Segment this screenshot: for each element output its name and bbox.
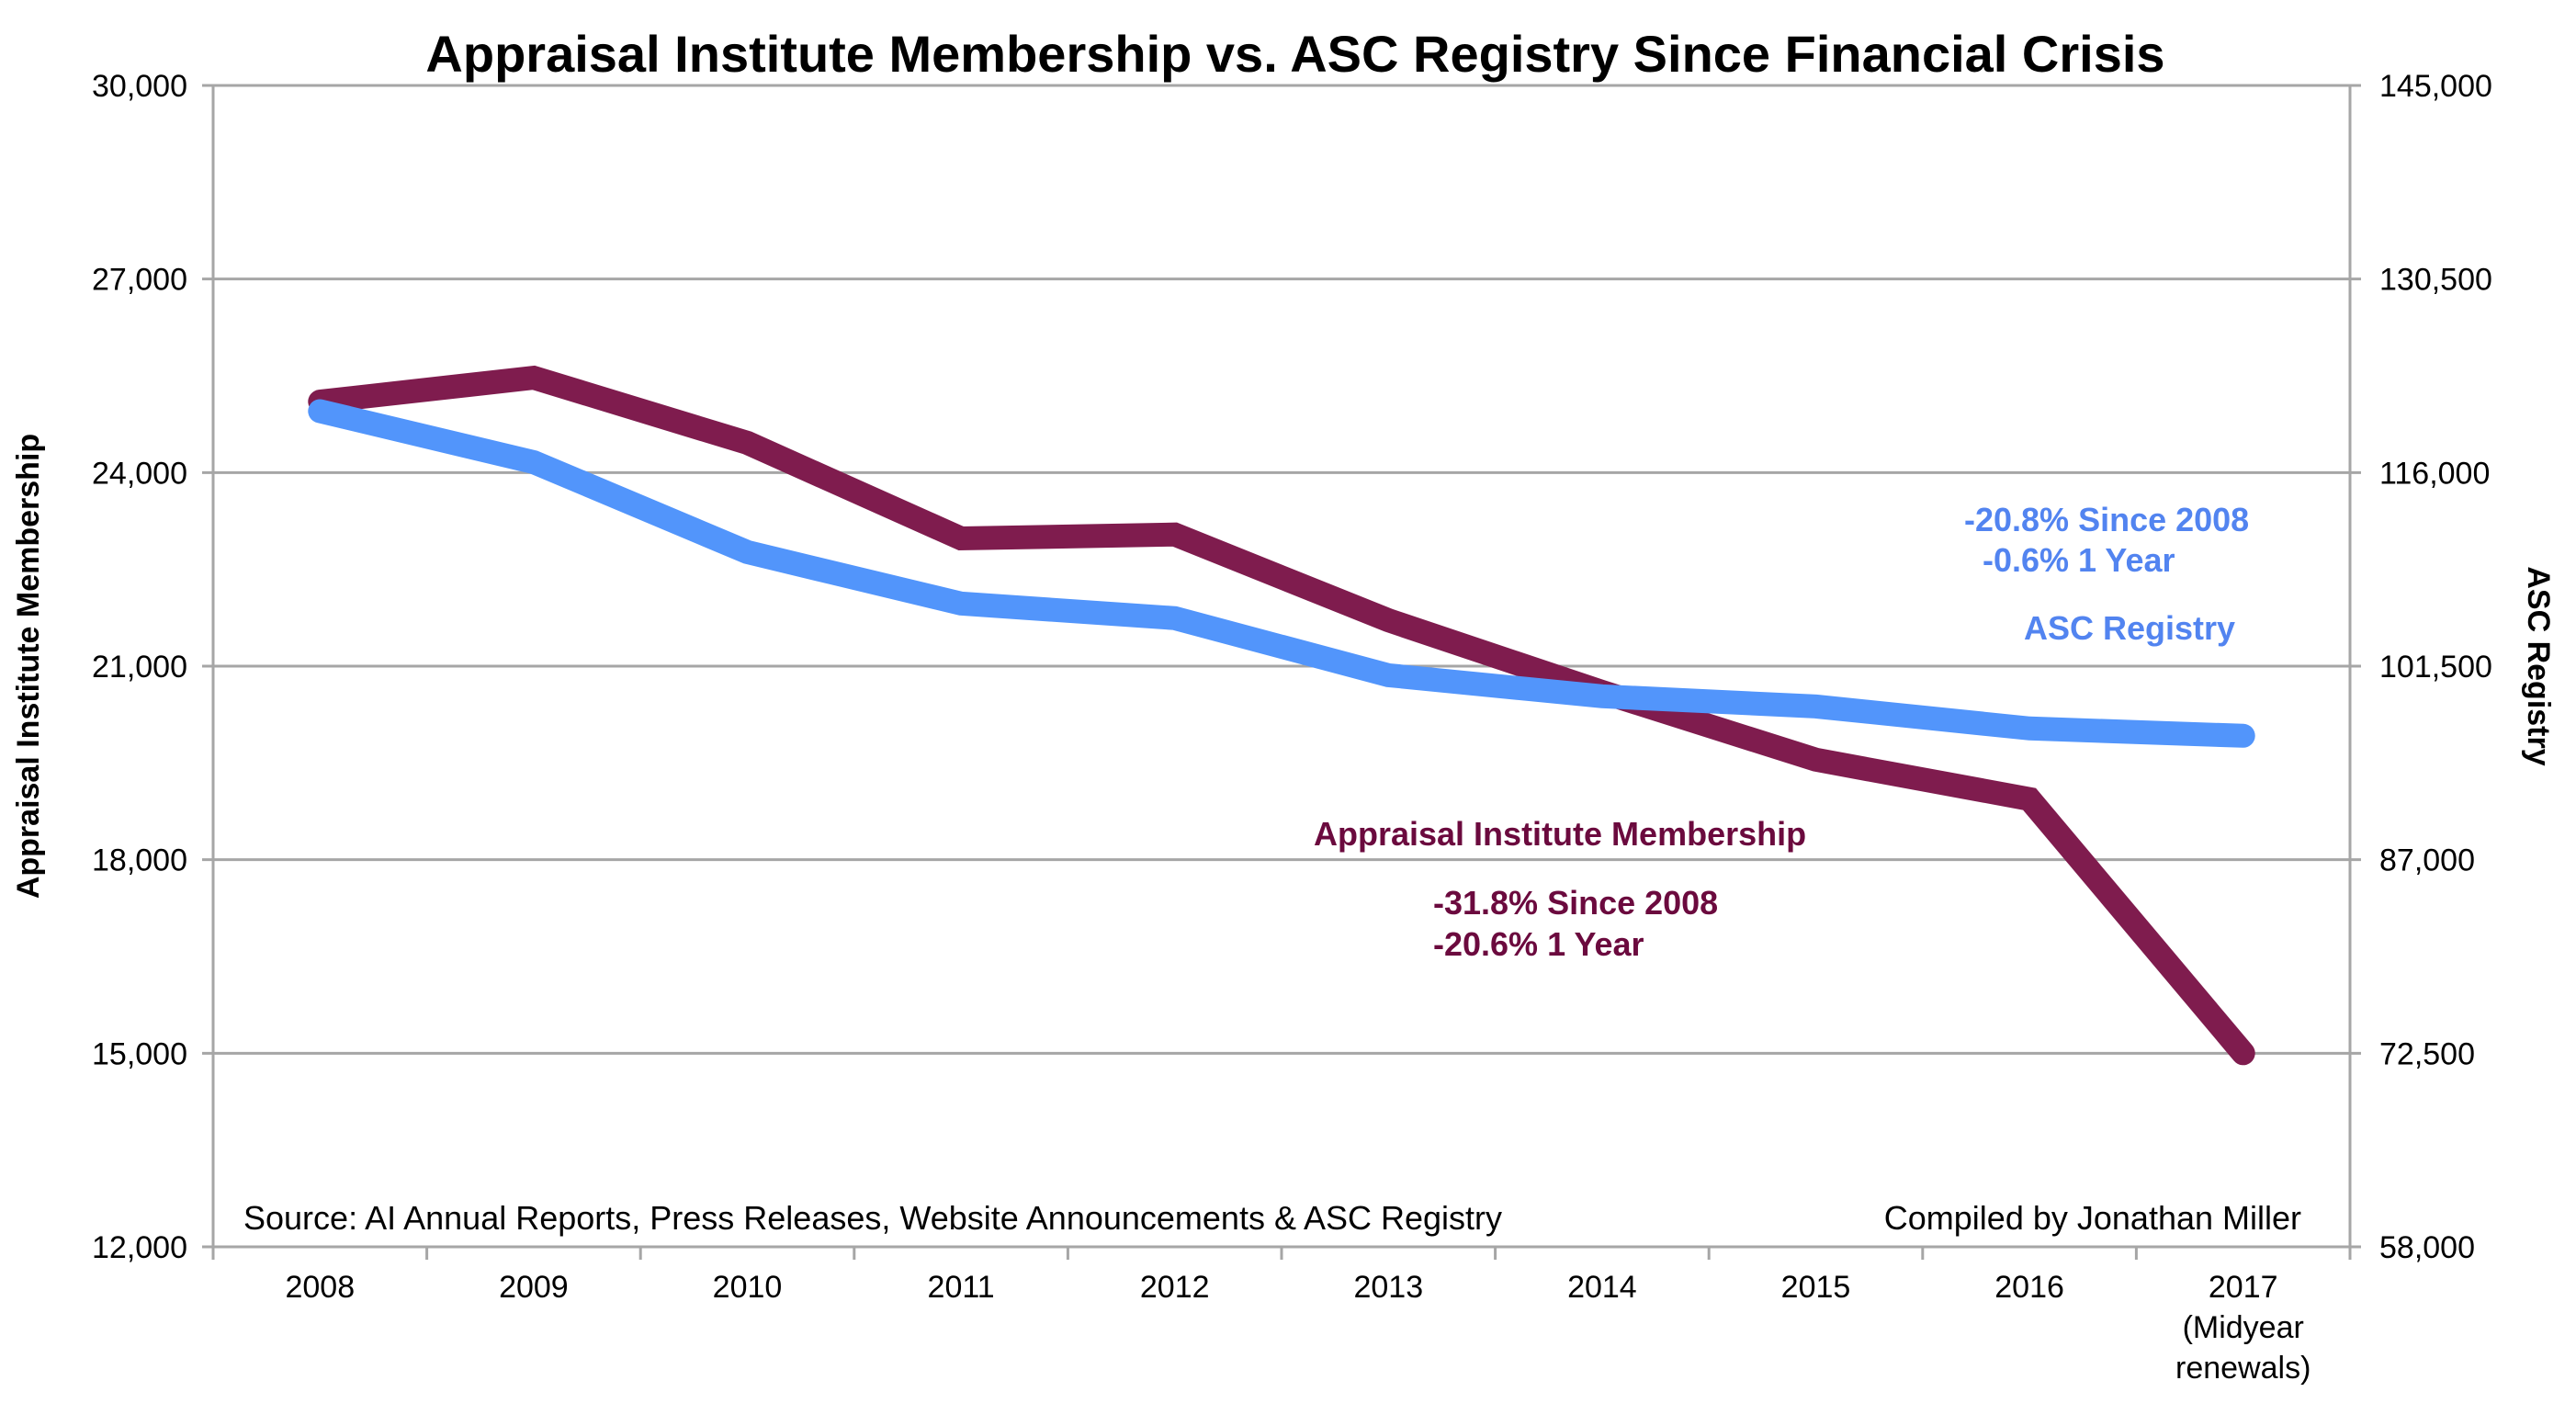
x-tick-label: 2017 (Midyear renewals)	[2175, 1270, 2310, 1386]
y-tick-label-left: 15,000	[92, 1036, 187, 1071]
y-tick-label-right: 116,000	[2379, 456, 2490, 491]
y-tick-label-right: 101,500	[2379, 650, 2492, 685]
y-tick-label-right: 130,500	[2379, 263, 2492, 298]
credit-note: Compiled by Jonathan Miller	[1884, 1199, 2301, 1237]
axes	[202, 85, 2361, 1260]
x-tick-label: 2014	[1567, 1270, 1637, 1305]
asc-annotation: -20.8% Since 2008 -0.6% 1 Year ASC Regis…	[1964, 501, 2249, 647]
y-tick-label-left: 24,000	[92, 456, 187, 491]
y-tick-label-right: 87,000	[2379, 843, 2475, 878]
x-tick-label: 2016	[1994, 1270, 2064, 1305]
x-axis-ticks: 2008 2009 2010 2011 2012 2013 2014 2015 2016 2017…	[285, 1270, 2310, 1386]
y-axis-left-label: Appraisal Institute Membership	[11, 434, 46, 899]
series-line-asc-registry	[308, 399, 2255, 748]
asc-annotation-1-year: -0.6% 1 Year	[1983, 541, 2175, 579]
source-note: Source: AI Annual Reports, Press Release…	[243, 1199, 1502, 1237]
y-tick-label-right: 58,000	[2379, 1230, 2475, 1265]
series-line-appraisal-institute-membership	[308, 365, 2255, 1066]
x-tick-label: 2009	[499, 1270, 569, 1305]
y-tick-label-left: 18,000	[92, 843, 187, 878]
x-tick-label: 2013	[1353, 1270, 1423, 1305]
y-tick-label-left: 21,000	[92, 650, 187, 685]
series-lines	[308, 365, 2255, 1066]
y-tick-label-left: 30,000	[92, 69, 187, 104]
y-tick-label-right: 145,000	[2379, 69, 2492, 104]
y-axis-right-label: ASC Registry	[2521, 566, 2556, 765]
x-tick-label: 2015	[1781, 1270, 1851, 1305]
ai-annotation-since-2008: -31.8% Since 2008	[1433, 884, 1718, 922]
x-tick-label: 2008	[285, 1270, 355, 1305]
y-tick-label-left: 27,000	[92, 263, 187, 298]
y-axis-right-ticks: 58,000 72,500 87,000 101,500 116,000 130,500 1…	[2379, 69, 2492, 1265]
x-tick-label: 2010	[713, 1270, 783, 1305]
ai-annotation-1-year: -20.6% 1 Year	[1433, 925, 1644, 963]
chart-title: Appraisal Institute Membership vs. ASC R…	[425, 25, 2164, 83]
y-tick-label-right: 72,500	[2379, 1036, 2475, 1071]
y-tick-label-left: 12,000	[92, 1230, 187, 1265]
asc-annotation-label: ASC Registry	[2024, 609, 2235, 647]
ai-annotation-label: Appraisal Institute Membership	[1314, 815, 1806, 853]
asc-annotation-since-2008: -20.8% Since 2008	[1964, 501, 2249, 538]
y-axis-left-ticks: 12,000 15,000 18,000 21,000 24,000 27,000 30,0…	[92, 69, 187, 1265]
x-tick-label: 2011	[928, 1270, 995, 1305]
x-tick-label: 2012	[1140, 1270, 1210, 1305]
ai-annotation: Appraisal Institute Membership -31.8% Si…	[1314, 815, 1806, 963]
